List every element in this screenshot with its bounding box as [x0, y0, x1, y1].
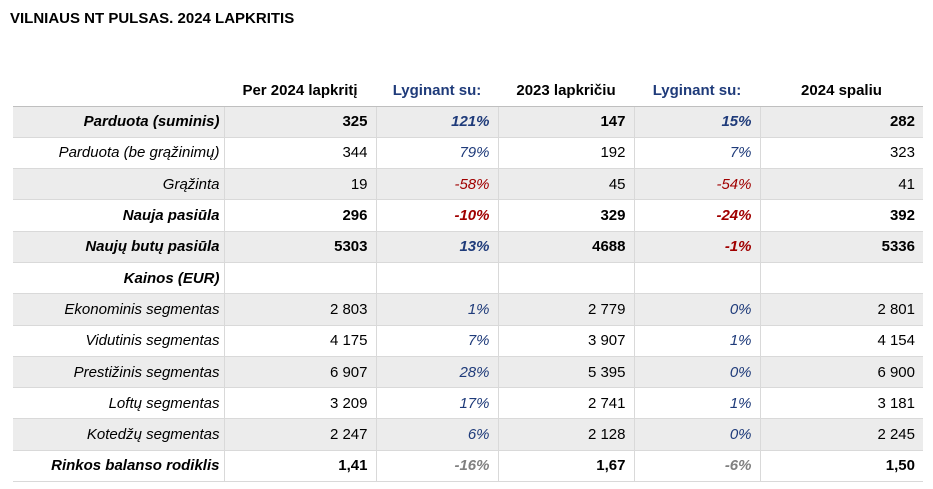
stats-table: Per 2024 lapkritį Lyginant su: 2023 lapk… — [13, 75, 923, 483]
row-label: Rinkos balanso rodiklis — [13, 450, 225, 483]
value-prev-year: 1,67 — [498, 450, 635, 483]
table-header-row: Per 2024 lapkritį Lyginant su: 2023 lapk… — [13, 75, 923, 107]
value-prev-month: 2 801 — [760, 293, 923, 326]
value-prev-month — [760, 262, 923, 295]
row-label: Kainos (EUR) — [13, 262, 225, 295]
page-title: VILNIAUS NT PULSAS. 2024 LAPKRITIS — [10, 10, 295, 27]
value-prev-month: 392 — [760, 199, 923, 232]
change-vs-prev-year: -16% — [376, 450, 499, 483]
table-row: Loftų segmentas 3 209 17% 2 741 1% 3 181 — [13, 387, 923, 420]
row-label: Nauja pasiūla — [13, 199, 225, 232]
header-compare-2: Lyginant su: — [634, 75, 760, 107]
value-prev-year: 192 — [498, 137, 635, 170]
value-current: 3 209 — [224, 387, 377, 420]
change-vs-prev-month: -6% — [634, 450, 761, 483]
value-prev-year: 147 — [498, 106, 635, 138]
header-prev-year: 2023 lapkričiu — [498, 75, 634, 107]
value-prev-year: 2 128 — [498, 418, 635, 451]
row-label: Parduota (be grąžinimų) — [13, 137, 225, 170]
change-vs-prev-month — [634, 262, 761, 295]
change-vs-prev-year: 1% — [376, 293, 499, 326]
table-row: Naujų butų pasiūla 5303 13% 4688 -1% 5336 — [13, 231, 923, 263]
value-prev-month: 4 154 — [760, 325, 923, 357]
change-vs-prev-year: -58% — [376, 168, 499, 201]
value-prev-month: 323 — [760, 137, 923, 170]
change-vs-prev-month: 0% — [634, 356, 761, 389]
value-prev-month: 6 900 — [760, 356, 923, 389]
change-vs-prev-month: -24% — [634, 199, 761, 232]
value-prev-month: 41 — [760, 168, 923, 201]
row-label: Parduota (suminis) — [13, 106, 225, 138]
header-label-col — [13, 75, 224, 107]
table-row: Nauja pasiūla 296 -10% 329 -24% 392 — [13, 199, 923, 232]
value-prev-month: 1,50 — [760, 450, 923, 483]
value-prev-month: 5336 — [760, 231, 923, 263]
table-row: Ekonominis segmentas 2 803 1% 2 779 0% 2 801 — [13, 293, 923, 326]
table-row: Vidutinis segmentas 4 175 7% 3 907 1% 4 154 — [13, 325, 923, 357]
value-current: 4 175 — [224, 325, 377, 357]
value-current: 344 — [224, 137, 377, 170]
value-current: 19 — [224, 168, 377, 201]
value-prev-year: 329 — [498, 199, 635, 232]
value-prev-year: 2 741 — [498, 387, 635, 420]
value-current: 296 — [224, 199, 377, 232]
change-vs-prev-year: 6% — [376, 418, 499, 451]
value-current: 2 803 — [224, 293, 377, 326]
change-vs-prev-year: 79% — [376, 137, 499, 170]
value-prev-year: 45 — [498, 168, 635, 201]
table-row: Parduota (suminis) 325 121% 147 15% 282 — [13, 106, 923, 138]
value-prev-month: 3 181 — [760, 387, 923, 420]
table-row: Rinkos balanso rodiklis 1,41 -16% 1,67 -6% 1,… — [13, 450, 923, 483]
change-vs-prev-year: 7% — [376, 325, 499, 357]
change-vs-prev-month: -1% — [634, 231, 761, 263]
value-current: 1,41 — [224, 450, 377, 483]
value-prev-year: 3 907 — [498, 325, 635, 357]
change-vs-prev-month: 1% — [634, 387, 761, 420]
value-current: 2 247 — [224, 418, 377, 451]
header-compare-1: Lyginant su: — [376, 75, 498, 107]
change-vs-prev-month: -54% — [634, 168, 761, 201]
value-current: 6 907 — [224, 356, 377, 389]
value-prev-month: 282 — [760, 106, 923, 138]
change-vs-prev-month: 1% — [634, 325, 761, 357]
value-current — [224, 262, 377, 295]
change-vs-prev-year: -10% — [376, 199, 499, 232]
header-prev-month: 2024 spaliu — [760, 75, 923, 107]
change-vs-prev-month: 15% — [634, 106, 761, 138]
table-row: Parduota (be grąžinimų) 344 79% 192 7% 323 — [13, 137, 923, 170]
row-label: Naujų butų pasiūla — [13, 231, 225, 263]
row-label: Prestižinis segmentas — [13, 356, 225, 389]
change-vs-prev-year: 13% — [376, 231, 499, 263]
row-label: Kotedžų segmentas — [13, 418, 225, 451]
value-prev-year: 4688 — [498, 231, 635, 263]
value-prev-year: 5 395 — [498, 356, 635, 389]
change-vs-prev-month: 0% — [634, 418, 761, 451]
change-vs-prev-year — [376, 262, 499, 295]
row-label: Ekonominis segmentas — [13, 293, 225, 326]
value-prev-year: 2 779 — [498, 293, 635, 326]
row-label: Loftų segmentas — [13, 387, 225, 420]
change-vs-prev-month: 7% — [634, 137, 761, 170]
row-label: Vidutinis segmentas — [13, 325, 225, 357]
change-vs-prev-year: 17% — [376, 387, 499, 420]
table-row: Prestižinis segmentas 6 907 28% 5 395 0% 6 90… — [13, 356, 923, 389]
change-vs-prev-year: 121% — [376, 106, 499, 138]
value-prev-year — [498, 262, 635, 295]
value-prev-month: 2 245 — [760, 418, 923, 451]
table-row: Grąžinta 19 -58% 45 -54% 41 — [13, 168, 923, 201]
table-row: Kotedžų segmentas 2 247 6% 2 128 0% 2 245 — [13, 418, 923, 451]
table-row: Kainos (EUR) — [13, 262, 923, 295]
row-label: Grąžinta — [13, 168, 225, 201]
change-vs-prev-month: 0% — [634, 293, 761, 326]
change-vs-prev-year: 28% — [376, 356, 499, 389]
value-current: 325 — [224, 106, 377, 138]
value-current: 5303 — [224, 231, 377, 263]
header-current: Per 2024 lapkritį — [224, 75, 376, 107]
